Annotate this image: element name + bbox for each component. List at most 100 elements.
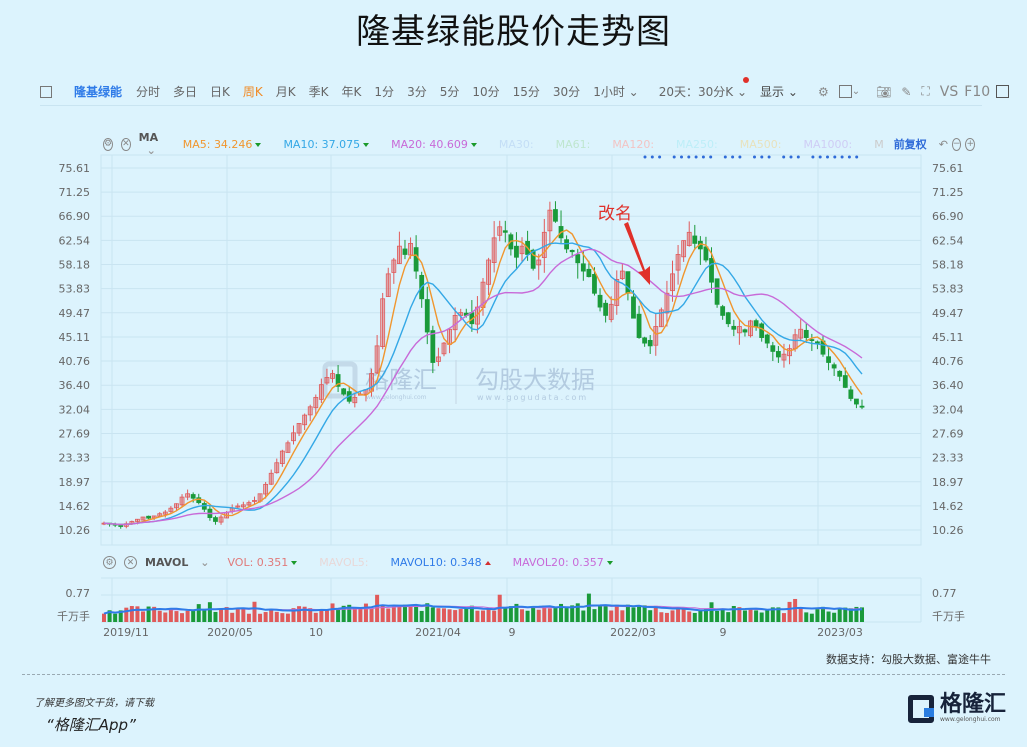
promo-text: 了解更多图文干货，请下载 bbox=[34, 698, 154, 709]
mavol10-value: MAVOL10: 0.348 bbox=[390, 556, 491, 569]
zoom-out-icon[interactable]: − bbox=[951, 137, 962, 151]
display-dropdown[interactable]: 显示 ⌄ bbox=[760, 83, 798, 100]
layout-dropdown[interactable]: ⌄ bbox=[838, 84, 860, 100]
period-tab[interactable]: 5分 bbox=[439, 85, 460, 99]
y-axis-tick-left: 27.69 bbox=[59, 427, 91, 440]
camera-icon[interactable]: 📷︎ bbox=[876, 84, 892, 99]
y-axis-tick-right: 32.04 bbox=[932, 403, 964, 416]
gear-icon[interactable]: ⚙ bbox=[817, 84, 829, 99]
panel-toggle-icon[interactable] bbox=[996, 84, 1010, 100]
square-icon bbox=[838, 85, 852, 98]
x-axis-tick: 9 bbox=[720, 626, 727, 639]
period-tab-active[interactable]: 周K bbox=[242, 85, 263, 99]
vol-indicator-dropdown[interactable]: MAVOL ⌄ bbox=[145, 556, 209, 569]
range-dropdown[interactable]: 20天：30分K ⌄ bbox=[658, 77, 750, 100]
ma10-legend: MA10: 37.075 bbox=[283, 138, 370, 151]
y-axis-tick-right: 75.61 bbox=[932, 162, 964, 175]
ma1000-legend: MA1000: bbox=[803, 137, 853, 151]
mavol5-value: MAVOL5: bbox=[319, 556, 369, 569]
ma61-legend: MA61: bbox=[555, 137, 591, 151]
settings-icon[interactable]: ⚙ bbox=[103, 137, 114, 151]
y-axis-tick-right: 14.62 bbox=[932, 500, 964, 513]
y-axis-tick-right: 27.69 bbox=[932, 427, 964, 440]
period-tab[interactable]: 10分 bbox=[472, 85, 500, 99]
stock-name[interactable]: 隆基绿能 bbox=[74, 85, 123, 99]
period-tab[interactable]: 30分 bbox=[552, 85, 581, 99]
ma20-legend: MA20: 40.609 bbox=[391, 138, 477, 151]
indicator-name: MA bbox=[138, 131, 159, 144]
y-axis-tick-right: 58.18 bbox=[932, 259, 964, 272]
y-axis-tick-left: 23.33 bbox=[59, 452, 91, 465]
adjust-button[interactable]: 前复权 bbox=[893, 138, 927, 151]
ma-legend: ⚙ ✕ MA ⌄ MA5: 34.246 MA10: 37.075 MA20: … bbox=[103, 131, 983, 157]
svg-text:0.77: 0.77 bbox=[66, 587, 91, 600]
chevron-down-icon: ⌄ bbox=[628, 85, 639, 99]
y-axis-tick-left: 45.11 bbox=[59, 331, 91, 344]
page-title: 隆基绿能股价走势图 bbox=[356, 12, 671, 52]
logo-name: 格隆汇 bbox=[940, 692, 1007, 717]
close-icon[interactable]: ✕ bbox=[124, 556, 137, 569]
chevron-down-icon: ⌄ bbox=[200, 556, 210, 569]
period-tab[interactable]: 月K bbox=[275, 85, 296, 99]
vol-legend: ⚙ ✕ MAVOL ⌄ VOL: 0.351 MAVOL5: MAVOL10: … bbox=[103, 556, 635, 569]
chevron-down-icon: ⌄ bbox=[787, 85, 798, 99]
logo-g-icon bbox=[908, 694, 934, 723]
promo-app-name: “格隆汇App” bbox=[46, 716, 136, 734]
x-axis-tick: 9 bbox=[509, 626, 516, 639]
ma250-legend: MA250: bbox=[676, 137, 718, 151]
vol-value: VOL: 0.351 bbox=[227, 556, 298, 569]
divider-dashed bbox=[22, 674, 1005, 675]
settings-icon[interactable]: ⚙ bbox=[103, 556, 116, 569]
vol-indicator-name: MAVOL bbox=[145, 556, 189, 569]
display-dropdown-label: 显示 bbox=[760, 85, 785, 99]
x-axis-tick: 2022/03 bbox=[610, 626, 656, 639]
period-tab[interactable]: 3分 bbox=[407, 85, 427, 99]
x-axis-tick: 2019/11 bbox=[103, 626, 149, 639]
period-tab[interactable]: 1分 bbox=[374, 85, 395, 99]
period-dropdown[interactable]: 1小时 ⌄ bbox=[593, 83, 639, 100]
y-axis-tick-right: 23.33 bbox=[932, 452, 964, 465]
sidebar-toggle-icon[interactable] bbox=[40, 84, 52, 100]
ma500-legend: MA500: bbox=[739, 137, 782, 151]
y-axis-tick-left: 58.18 bbox=[59, 259, 91, 272]
period-tab[interactable]: 多日 bbox=[173, 85, 198, 99]
y-axis-tick-left: 53.83 bbox=[59, 283, 91, 296]
notification-dot bbox=[743, 77, 750, 83]
y-axis-tick-left: 18.97 bbox=[59, 476, 91, 489]
y-axis-tick-right: 45.11 bbox=[932, 331, 964, 344]
close-icon[interactable]: ✕ bbox=[121, 137, 131, 151]
indicator-dropdown[interactable]: MA ⌄ bbox=[139, 131, 165, 157]
ma-more-legend: M bbox=[874, 137, 884, 151]
period-tab[interactable]: 15分 bbox=[512, 85, 540, 99]
y-axis-tick-right: 10.26 bbox=[932, 524, 964, 537]
y-axis-tick-right: 53.83 bbox=[932, 283, 964, 296]
y-axis-tick-right: 62.54 bbox=[932, 234, 964, 247]
vs-button[interactable]: VS bbox=[939, 83, 959, 100]
ma120-legend: MA120: bbox=[612, 137, 655, 151]
svg-text:www.gogudata.com: www.gogudata.com bbox=[477, 393, 588, 402]
gelonghui-logo: 格隆汇 www.gelonghui.com bbox=[908, 694, 1006, 723]
pencil-icon[interactable]: ✎ bbox=[901, 84, 912, 99]
period-tab[interactable]: 年K bbox=[341, 85, 362, 99]
logo-url: www.gelonghui.com bbox=[940, 716, 1001, 723]
fullscreen-icon[interactable]: ⛶ bbox=[921, 84, 930, 98]
undo-icon[interactable]: ↶ bbox=[938, 137, 948, 151]
y-axis-tick-left: 10.26 bbox=[59, 524, 91, 537]
range-dropdown-label: 20天：30分K bbox=[658, 85, 734, 99]
ma5-legend: MA5: 34.246 bbox=[183, 138, 262, 151]
y-axis-tick-left: 32.04 bbox=[59, 403, 91, 416]
x-axis-tick: 2020/05 bbox=[207, 626, 253, 639]
period-tab[interactable]: 分时 bbox=[136, 85, 161, 99]
zoom-in-icon[interactable]: + bbox=[965, 137, 975, 151]
svg-text:勾股大数据: 勾股大数据 bbox=[475, 366, 595, 394]
y-axis-tick-right: 36.40 bbox=[932, 379, 964, 392]
data-source: 数据支持：勾股大数据、富途牛牛 bbox=[826, 653, 991, 666]
svg-text:千万手: 千万手 bbox=[932, 609, 965, 623]
x-axis-tick: 2021/04 bbox=[415, 626, 461, 639]
f10-button[interactable]: F10 bbox=[964, 83, 991, 100]
period-tab[interactable]: 日K bbox=[210, 85, 230, 99]
x-axis-tick: 2023/03 bbox=[817, 626, 863, 639]
period-tab[interactable]: 季K bbox=[308, 85, 329, 99]
y-axis-tick-left: 40.76 bbox=[59, 355, 91, 368]
